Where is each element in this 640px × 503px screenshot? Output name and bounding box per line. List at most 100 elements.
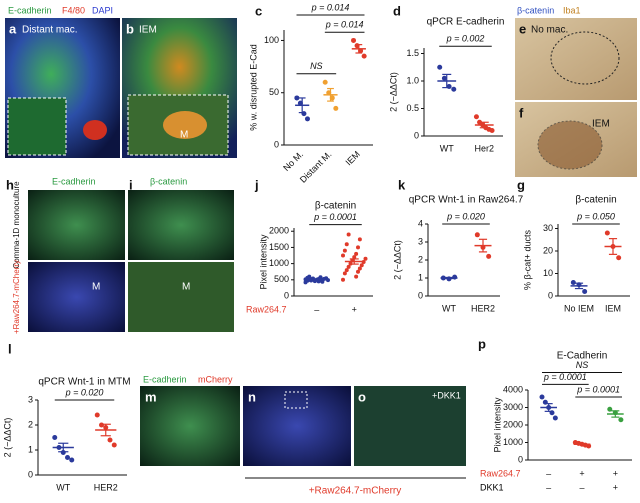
x-tick-label: No M. [281,149,305,173]
chart-title: qPCR Wnt-1 in MTM [38,377,130,388]
panel-letter: n [248,389,256,404]
data-point [361,53,367,59]
panel-letter: i [129,177,133,192]
significance-label: NS [576,360,589,370]
stain-label: Iba1 [563,5,581,15]
y-axis-label: % w. disrupted E-Cad [248,44,258,131]
micrograph [28,262,125,332]
data-point [437,64,443,70]
stain-label: F4/80 [62,5,85,15]
stain-label: DAPI [92,5,113,15]
data-point [486,253,492,259]
data-point [341,277,345,282]
data-point [357,266,362,271]
data-point [354,274,359,279]
stain-label: E-cadherin [8,5,52,15]
y-tick-label: 0 [418,290,423,300]
marker: M [92,282,100,293]
x-tick-label: WT [442,303,456,313]
y-tick-label: 1 [418,272,423,282]
y-axis-label: 2 (−ΔΔCt) [2,418,12,458]
data-point [539,394,545,400]
panel-letter: d [393,3,401,18]
panel-letter: p [478,336,486,351]
inset-box [284,391,308,409]
data-point [344,242,349,247]
y-tick-label: 1.0 [406,75,419,85]
panel-letter: a [9,21,17,36]
micrograph [515,18,637,100]
data-point [352,255,357,260]
chart-title: β-catenin [575,195,616,206]
significance-label: p = 0.002 [446,34,485,44]
y-tick-label: 2000 [503,419,523,429]
stain-label: E-cadherin [143,374,187,384]
y-axis-label: Pixel intensity [258,234,268,290]
y-tick-label: 4000 [503,384,523,394]
data-point [326,278,330,283]
condition-name: Raw264.7 [480,468,521,478]
data-point [99,422,104,428]
cell [83,120,107,140]
data-point [451,86,457,92]
y-tick-label: 1000 [269,258,289,268]
stain-label: β-catenin [517,5,554,15]
x-tick-label: WT [56,482,70,492]
chart-title: β-catenin [315,201,356,212]
panel-letter: e [519,21,526,36]
data-point [341,253,345,258]
data-point [304,116,310,122]
significance-label: p = 0.0001 [543,372,587,382]
data-point [69,457,75,463]
data-point [616,255,622,261]
significance-label: p = 0.020 [446,211,485,221]
y-tick-label: 0 [28,469,33,479]
panel-letter: b [126,21,134,36]
duct-outline [537,120,603,170]
data-point [322,79,328,85]
y-axis-label: 2 (−ΔΔCt) [392,240,402,280]
marker: M [180,130,188,141]
data-point [342,271,347,276]
data-point [111,442,117,448]
data-point [357,237,362,242]
marker: M [182,282,190,293]
data-point [441,75,447,81]
caption: +Raw264.7-mCherry [309,486,402,497]
condition-value: – [579,482,584,492]
chart-title: qPCR Wnt-1 in Raw264.7 [409,195,524,206]
data-point [320,279,325,284]
y-tick-label: 3000 [503,402,523,412]
y-tick-label: 1 [28,444,33,454]
data-point [342,248,347,253]
micrograph [243,386,351,466]
y-tick-label: 20 [543,245,553,255]
panel-label: +DKK1 [432,390,461,400]
data-point [356,269,360,274]
data-point [344,268,349,273]
x-tick-label: Her2 [474,143,494,153]
panel-letter: g [517,177,525,192]
significance-label: NS [310,61,323,71]
data-point [94,412,100,418]
x-tick-label: IEM [344,149,362,167]
data-point [318,275,323,280]
data-point [356,245,360,250]
y-tick-label: 1000 [503,437,523,447]
panel-letter: m [145,389,157,404]
y-tick-label: 4 [418,218,423,228]
condition-value: + [613,468,618,478]
y-tick-label: 1.5 [406,48,419,58]
micrograph [128,262,234,332]
y-tick-label: 50 [269,87,279,97]
condition-value: + [613,482,618,492]
data-point [346,264,351,269]
data-point [307,274,312,279]
data-point [363,256,368,261]
y-tick-label: 30 [543,223,553,233]
y-tick-label: 2 [418,254,423,264]
x-tick-label: HER2 [471,303,495,313]
panel-letter: h [6,177,14,192]
inset [127,94,229,156]
panel-label: Distant mac. [22,25,78,36]
